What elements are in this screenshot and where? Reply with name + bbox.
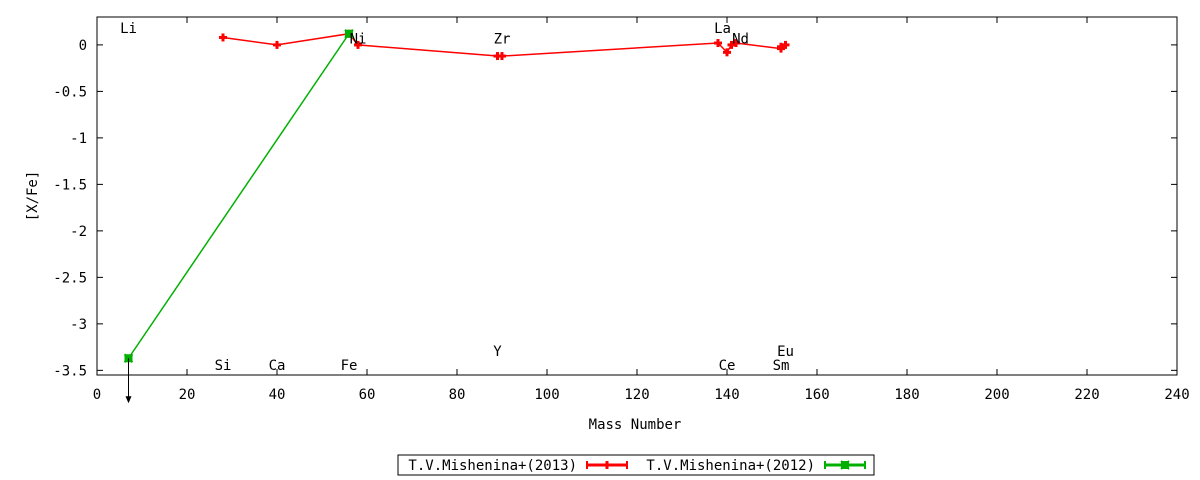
y-tick-label: -1.5 [53, 177, 87, 193]
data-point [781, 40, 790, 49]
x-tick-label: 120 [624, 387, 649, 403]
data-point [219, 33, 227, 42]
legend-label: T.V.Mishenina+(2012) [646, 458, 815, 474]
legend-marker [603, 461, 611, 469]
data-point [727, 40, 736, 49]
x-tick-label: 140 [714, 387, 739, 403]
element-label: Ca [269, 358, 286, 374]
x-tick-label: 100 [534, 387, 559, 403]
y-axis: 0 -0.5 -1 -1.5 -2 -2.5 -3 -3.5 [53, 38, 1177, 379]
x-tick-label: 80 [449, 387, 466, 403]
legend-marker [840, 460, 850, 470]
data-point [732, 39, 740, 48]
y-axis-title: [X/Fe] [25, 171, 41, 222]
element-label: Ni [350, 31, 367, 47]
x-axis-title: Mass Number [589, 417, 682, 433]
y-tick-label: -2.5 [53, 270, 87, 286]
data-point [273, 40, 281, 49]
legend: T.V.Mishenina+(2013) T.V.Mishenina+(2012) [397, 454, 875, 476]
legend-entry: T.V.Mishenina+(2013) [408, 458, 628, 474]
data-point [714, 39, 722, 48]
x-tick-label: 40 [269, 387, 286, 403]
data-point [498, 52, 506, 61]
data-point [344, 29, 354, 39]
plot-frame [96, 16, 1178, 376]
x-tick-label: 240 [1164, 387, 1189, 403]
element-label: Sm [773, 358, 790, 374]
data-point [354, 40, 362, 49]
x-tick-label: 200 [984, 387, 1009, 403]
element-label: La [714, 21, 731, 37]
series-2 [123, 29, 354, 404]
element-label: Fe [341, 358, 358, 374]
x-tick-label: 220 [1074, 387, 1099, 403]
y-tick-label: -1 [70, 131, 87, 147]
element-label: Si [215, 358, 232, 374]
element-label: Eu [777, 344, 794, 360]
y-tick-label: -2 [70, 224, 87, 240]
legend-box [397, 454, 875, 476]
element-label: Y [493, 344, 502, 360]
element-label: Nd [732, 31, 749, 47]
element-label: Ce [719, 358, 736, 374]
upper-limit-arrowhead [125, 396, 132, 404]
y-tick-label: -0.5 [53, 84, 87, 100]
x-tick-label: 180 [894, 387, 919, 403]
y-tick-label: -3 [70, 317, 87, 333]
x-tick-label: 160 [804, 387, 829, 403]
x-tick-label: 0 [93, 387, 101, 403]
series-layer [123, 29, 790, 404]
y-tick-label: -3.5 [53, 363, 87, 379]
element-label: Li [120, 21, 137, 37]
y-tick-label: 0 [79, 38, 87, 54]
legend-entry: T.V.Mishenina+(2012) [646, 458, 866, 474]
element-label: Zr [494, 31, 511, 47]
legend-label: T.V.Mishenina+(2013) [408, 458, 577, 474]
x-tick-label: 60 [359, 387, 376, 403]
data-point [777, 42, 785, 51]
series-line [127, 33, 350, 359]
data-point [723, 48, 731, 57]
x-tick-label: 20 [179, 387, 196, 403]
x-axis: 0 20 40 60 80 100 120 140 160 180 200 220 240 [93, 17, 1190, 403]
